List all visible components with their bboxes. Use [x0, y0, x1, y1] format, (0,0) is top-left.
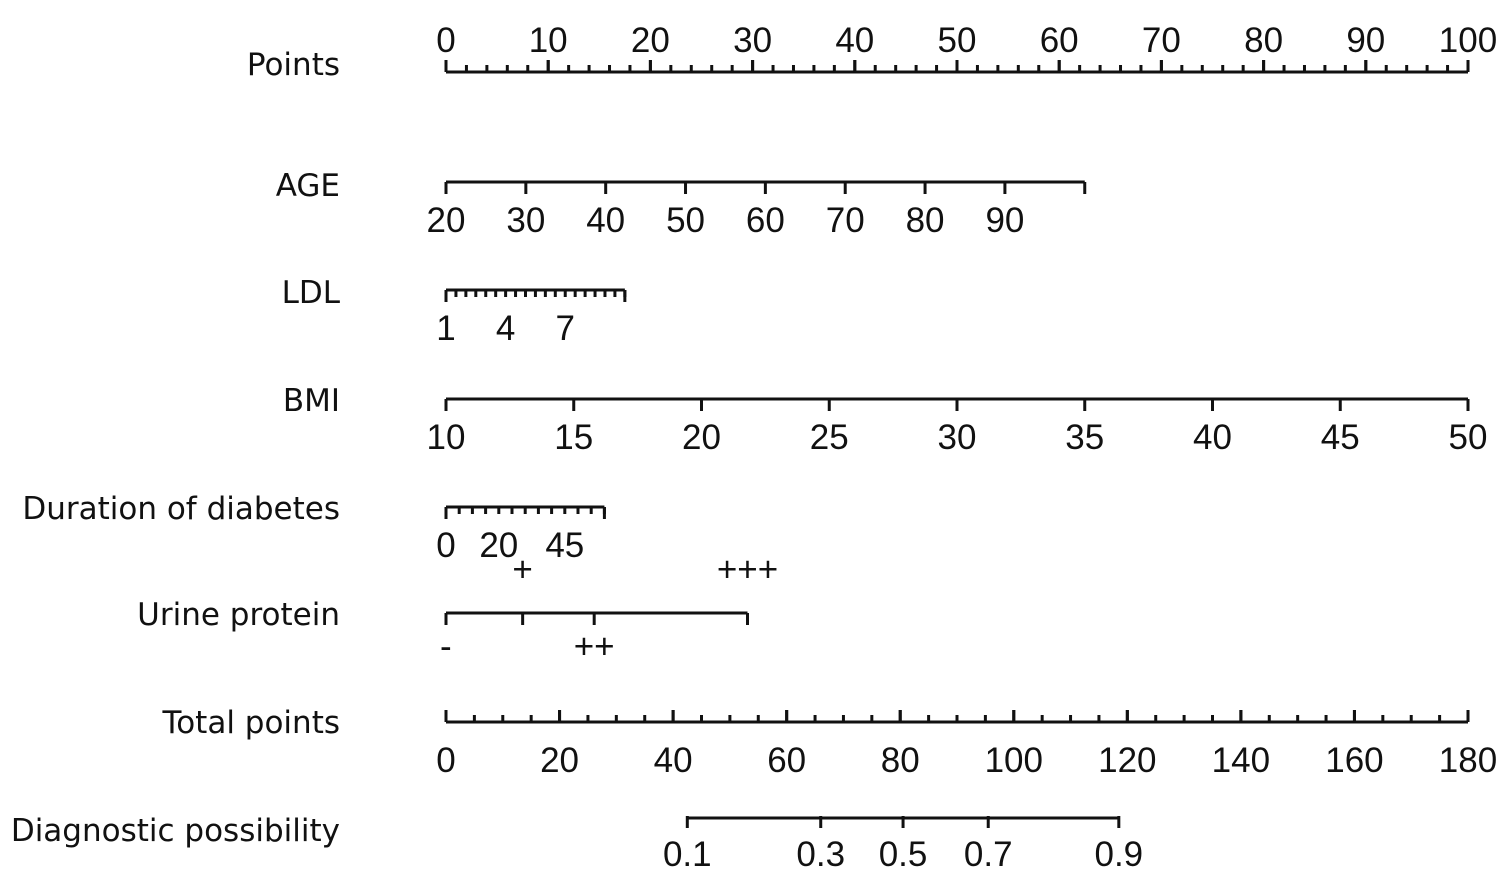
- tick-label: 80: [881, 741, 920, 780]
- tick-label: 0.3: [796, 835, 845, 874]
- tick-label: 0: [436, 21, 455, 60]
- tick-label: 4: [496, 309, 515, 348]
- row-total-points: Total points 0 20 40 60 80 100 120 140 160 180: [162, 705, 1498, 780]
- tick-label: 0.7: [964, 835, 1013, 874]
- tick-label: 80: [906, 201, 945, 240]
- category-label: +++: [717, 550, 778, 589]
- row-age: AGE 20 30 40 50 60 70 80 90: [276, 168, 1087, 240]
- tick-label: 10: [427, 418, 466, 457]
- tick-label: 100: [985, 741, 1043, 780]
- tick-label: 15: [554, 418, 593, 457]
- tick-label: 20: [479, 526, 518, 565]
- row-ldl: LDL 1 4 7: [282, 275, 627, 348]
- tick-label: 20: [540, 741, 579, 780]
- row-bmi: BMI 10 15 20 25 30 35 40 45 50: [283, 383, 1488, 457]
- row-diagnostic-possibility: Diagnostic possibility 0.1 0.3 0.5 0.7 0.9: [11, 813, 1143, 874]
- tick-label: 10: [529, 21, 568, 60]
- tick-label: 60: [767, 741, 806, 780]
- row-points: Points 0 10 20 30 40 50 60 70 80 90 100: [247, 21, 1497, 83]
- tick-label: 0: [436, 526, 455, 565]
- row-label: LDL: [282, 275, 341, 311]
- tick-label: 60: [1040, 21, 1079, 60]
- row-label: Urine protein: [137, 597, 340, 633]
- tick-label: 45: [545, 526, 584, 565]
- tick-label: 1: [436, 309, 455, 348]
- tick-label: 50: [938, 21, 977, 60]
- tick-label: 180: [1439, 741, 1497, 780]
- tick-label: 45: [1321, 418, 1360, 457]
- tick-label: 90: [985, 201, 1024, 240]
- tick-label: 0.1: [663, 835, 712, 874]
- tick-label: 60: [746, 201, 785, 240]
- row-label: Diagnostic possibility: [11, 813, 340, 849]
- tick-label: 30: [506, 201, 545, 240]
- tick-label: 90: [1346, 21, 1385, 60]
- tick-label: 0: [436, 741, 455, 780]
- tick-label: 35: [1065, 418, 1104, 457]
- tick-label: 20: [631, 21, 670, 60]
- row-label: Points: [247, 47, 340, 83]
- tick-label: 140: [1212, 741, 1270, 780]
- tick-label: 100: [1439, 21, 1497, 60]
- row-duration-of-diabetes: Duration of diabetes 0 20 45: [22, 491, 606, 565]
- tick-label: 40: [654, 741, 693, 780]
- category-label: +: [512, 550, 532, 589]
- row-label: AGE: [276, 168, 340, 204]
- tick-label: 20: [427, 201, 466, 240]
- row-label: BMI: [283, 383, 340, 419]
- tick-label: 30: [733, 21, 772, 60]
- tick-label: 0.9: [1094, 835, 1143, 874]
- tick-label: 70: [1142, 21, 1181, 60]
- tick-label: 40: [835, 21, 874, 60]
- category-label: ++: [574, 627, 615, 666]
- tick-label: 70: [826, 201, 865, 240]
- row-urine-protein: Urine protein-++++++: [137, 550, 778, 666]
- tick-label: 7: [555, 309, 574, 348]
- tick-label: 50: [1449, 418, 1488, 457]
- row-label: Duration of diabetes: [22, 491, 340, 527]
- category-label: -: [440, 627, 452, 666]
- row-label: Total points: [162, 705, 340, 741]
- tick-label: 30: [938, 418, 977, 457]
- tick-label: 50: [666, 201, 705, 240]
- tick-label: 20: [682, 418, 721, 457]
- tick-label: 25: [810, 418, 849, 457]
- tick-label: 160: [1325, 741, 1383, 780]
- tick-label: 120: [1098, 741, 1156, 780]
- tick-label: 40: [586, 201, 625, 240]
- tick-label: 40: [1193, 418, 1232, 457]
- tick-label: 0.5: [879, 835, 928, 874]
- tick-label: 80: [1244, 21, 1283, 60]
